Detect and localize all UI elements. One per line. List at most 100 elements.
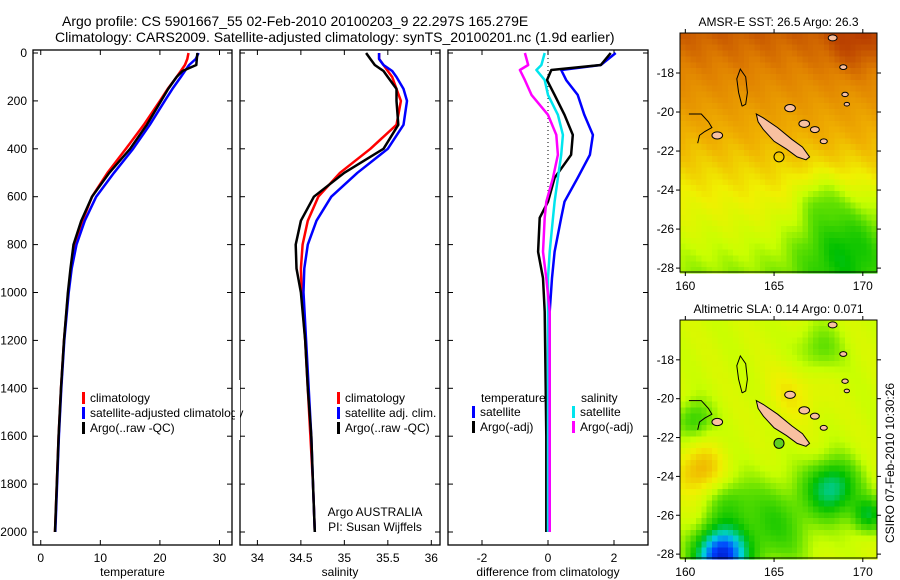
map-cell xyxy=(727,477,734,484)
map-cell xyxy=(818,114,825,122)
map-cell xyxy=(711,471,718,478)
map-cell xyxy=(680,202,686,210)
map-cell xyxy=(738,173,745,180)
map-cell xyxy=(807,448,814,455)
map-cell xyxy=(861,395,867,403)
map-cell xyxy=(701,331,708,339)
map-cell xyxy=(680,349,686,356)
map-cell xyxy=(759,237,766,245)
map-cell xyxy=(717,173,724,180)
map-cell xyxy=(866,541,873,548)
map-cell xyxy=(839,459,846,467)
map-cell xyxy=(706,360,713,368)
map-cell xyxy=(775,220,782,227)
map-cell xyxy=(680,267,686,274)
map-cell xyxy=(765,237,772,245)
map-cell xyxy=(722,138,729,145)
map-cell xyxy=(754,214,761,221)
map-cell xyxy=(781,500,788,508)
map-cell xyxy=(797,237,803,245)
x-tick-label: 35 xyxy=(338,551,352,565)
map-cell xyxy=(749,500,756,508)
map-cell xyxy=(781,44,788,52)
map-cell xyxy=(770,85,777,93)
map-cell xyxy=(717,138,724,145)
map-cell xyxy=(722,355,729,362)
map-cell xyxy=(770,541,777,548)
map-cell xyxy=(861,56,867,63)
map-cell xyxy=(738,226,745,233)
map-cell xyxy=(807,191,814,198)
map-cell xyxy=(759,442,766,449)
map-cell xyxy=(813,436,819,443)
map-cell xyxy=(818,355,825,362)
map-cell xyxy=(749,91,756,98)
map-cell xyxy=(743,62,750,69)
map-cell xyxy=(797,547,803,554)
map-cell xyxy=(797,337,803,344)
map-cell xyxy=(680,79,686,87)
map-cell xyxy=(749,56,756,63)
map-cell xyxy=(711,494,718,502)
map-cell xyxy=(845,214,851,221)
map-cell xyxy=(749,62,756,69)
map-cell xyxy=(866,103,873,110)
map-cell xyxy=(861,120,867,128)
map-cell xyxy=(717,97,724,104)
map-cell xyxy=(680,471,686,478)
map-cell xyxy=(813,138,819,145)
map-cell xyxy=(717,500,724,508)
map-cell xyxy=(807,161,814,169)
map-cell xyxy=(855,529,862,537)
map-cell xyxy=(770,518,777,525)
map-cell xyxy=(845,506,851,513)
map-cell xyxy=(749,120,756,128)
map-cell xyxy=(765,535,772,543)
map-cell xyxy=(759,220,766,227)
map-cell xyxy=(690,220,697,227)
map-cell xyxy=(749,372,756,379)
map-cell xyxy=(690,378,697,385)
map-cell xyxy=(765,185,772,192)
map-cell xyxy=(855,366,862,373)
map-cell xyxy=(722,518,729,525)
map-cell xyxy=(834,161,841,169)
map-cell xyxy=(749,126,756,134)
map-cell xyxy=(861,494,867,502)
map-cell xyxy=(813,518,819,525)
map-cell xyxy=(738,267,745,274)
map-cell xyxy=(871,202,878,210)
map-cell xyxy=(871,355,878,362)
map-cell xyxy=(765,419,772,426)
map-cell xyxy=(813,343,819,350)
map-cell xyxy=(690,384,697,391)
map-cell xyxy=(754,529,761,537)
map-cell xyxy=(770,226,777,233)
map-cell xyxy=(706,372,713,379)
map-cell xyxy=(781,395,788,403)
map-cell xyxy=(866,378,873,385)
map-cell xyxy=(786,524,793,531)
argo-float-marker xyxy=(773,151,785,163)
map-cell xyxy=(770,483,777,490)
map-cell xyxy=(680,208,686,216)
map-cell xyxy=(696,202,702,210)
map-cell xyxy=(818,185,825,192)
map-cell xyxy=(722,79,729,87)
map-cell xyxy=(813,454,819,461)
map-cell xyxy=(861,114,867,122)
map-cell xyxy=(781,179,788,186)
map-cell xyxy=(834,512,841,519)
map-cell xyxy=(754,267,761,274)
map-cell xyxy=(818,261,825,268)
map-cell xyxy=(834,202,841,210)
map-cell xyxy=(690,267,697,274)
map-cell xyxy=(845,477,851,484)
map-cell xyxy=(743,459,750,467)
map-cell xyxy=(813,331,819,339)
map-cell xyxy=(749,489,756,496)
map-cell xyxy=(680,33,686,40)
map-cell xyxy=(680,547,686,554)
map-cell xyxy=(823,413,830,420)
map-cell xyxy=(717,541,724,548)
